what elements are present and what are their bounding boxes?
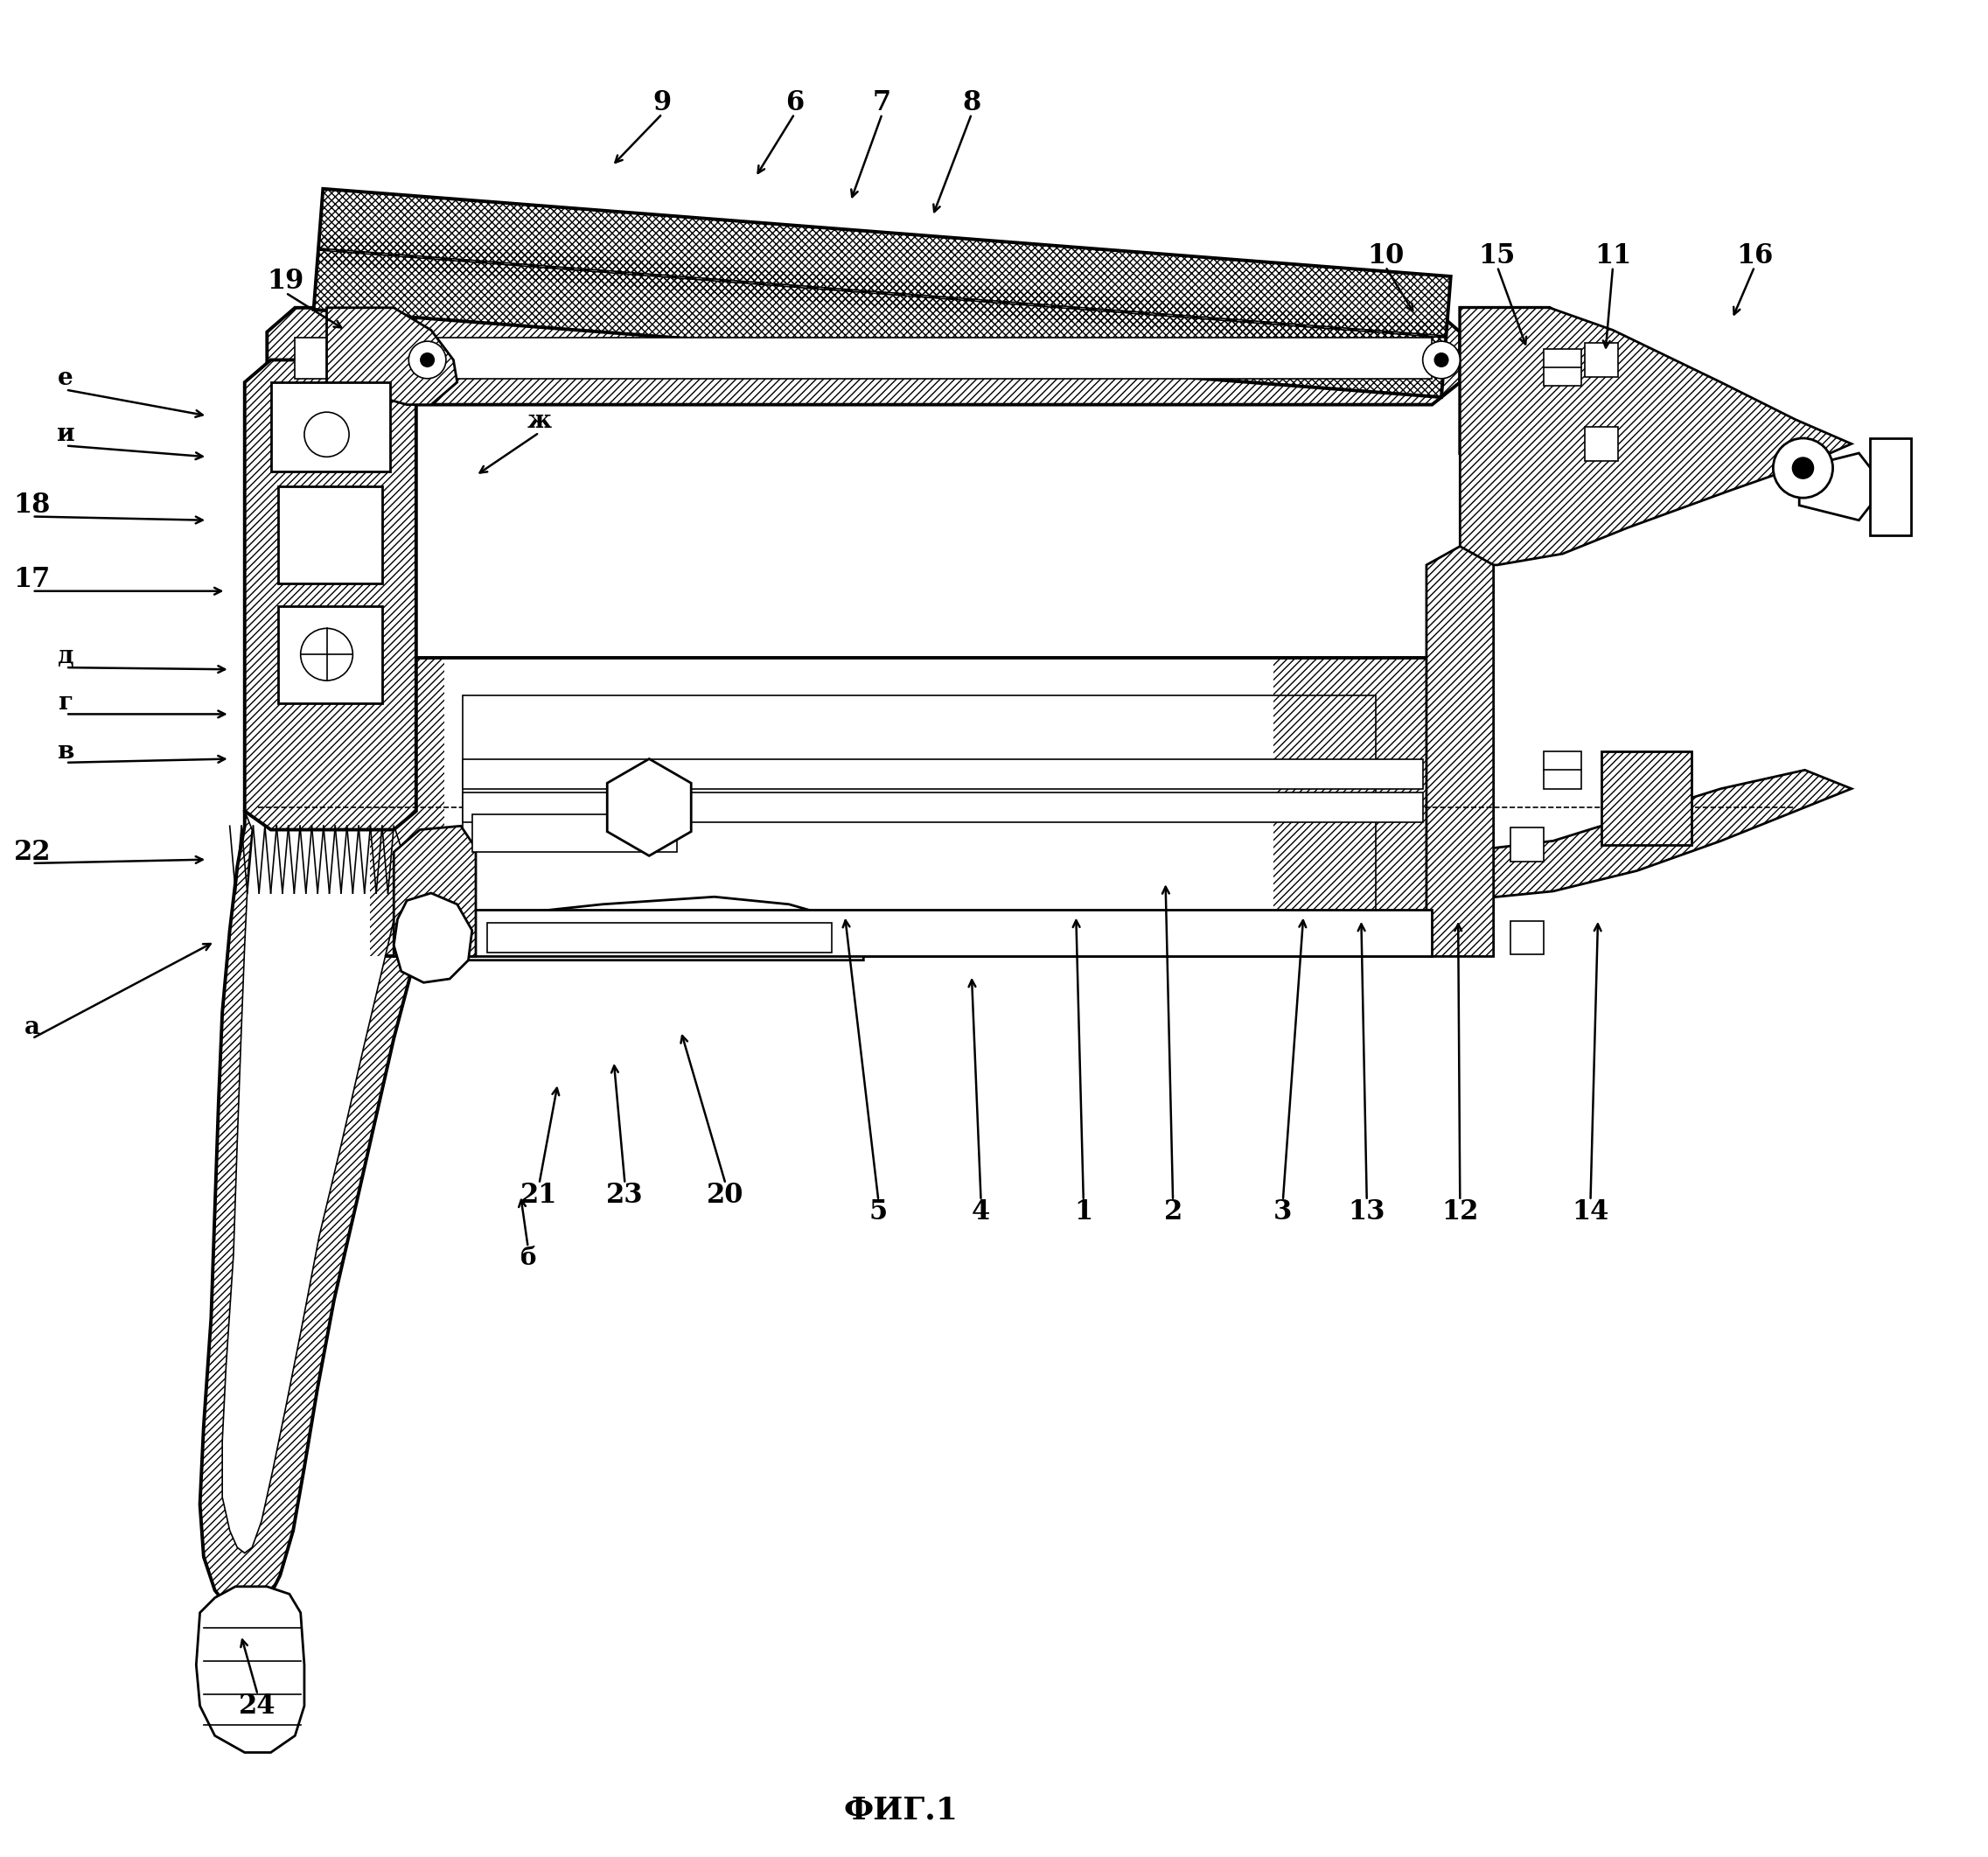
Bar [1274, 657, 1431, 956]
Text: 10: 10 [1368, 241, 1404, 269]
Circle shape [304, 412, 350, 457]
Polygon shape [197, 1586, 304, 1753]
Bar [1602, 752, 1692, 845]
Text: ж: ж [527, 410, 551, 433]
Text: 19: 19 [266, 267, 304, 295]
Text: 11: 11 [1594, 241, 1632, 269]
Polygon shape [314, 189, 1451, 397]
Text: 12: 12 [1441, 1198, 1479, 1226]
Polygon shape [245, 360, 415, 830]
Polygon shape [1459, 308, 1612, 453]
Text: 18: 18 [14, 492, 52, 518]
Text: 2: 2 [1163, 1198, 1183, 1226]
Circle shape [1773, 438, 1833, 498]
Bar [270, 383, 390, 472]
Circle shape [410, 342, 445, 379]
Text: 8: 8 [962, 89, 980, 117]
Polygon shape [1427, 546, 1493, 956]
Text: е: е [58, 366, 74, 390]
Polygon shape [326, 308, 457, 405]
Bar [370, 657, 443, 956]
Text: 15: 15 [1479, 241, 1515, 269]
Text: ФИГ.1: ФИГ.1 [843, 1796, 958, 1825]
Bar [278, 487, 382, 583]
Text: 17: 17 [14, 566, 50, 594]
Polygon shape [1459, 771, 1851, 956]
Text: 13: 13 [1348, 1198, 1386, 1226]
Bar [463, 793, 1423, 823]
Bar [1511, 828, 1545, 862]
Text: 3: 3 [1274, 1198, 1292, 1226]
Bar [1511, 921, 1545, 954]
Bar [1602, 752, 1692, 845]
Bar [278, 605, 382, 704]
Polygon shape [201, 774, 431, 1614]
Polygon shape [1799, 453, 1885, 520]
Bar [1274, 657, 1431, 956]
Bar [1545, 752, 1580, 789]
Bar [1584, 344, 1618, 377]
Text: 22: 22 [14, 839, 52, 865]
Text: 24: 24 [239, 1692, 276, 1720]
Bar [463, 910, 1431, 956]
Bar [487, 923, 831, 953]
Bar [471, 815, 678, 852]
Circle shape [419, 353, 435, 368]
Text: 9: 9 [652, 89, 672, 117]
Text: 21: 21 [521, 1181, 559, 1209]
Bar [1871, 438, 1910, 535]
Text: д: д [58, 644, 74, 669]
Bar [1584, 427, 1618, 461]
Text: 14: 14 [1573, 1198, 1608, 1226]
Text: а: а [24, 1016, 40, 1040]
Bar [1545, 349, 1580, 386]
Polygon shape [606, 760, 692, 856]
Bar [370, 657, 443, 956]
Bar [463, 760, 1423, 789]
Circle shape [300, 628, 352, 680]
Circle shape [1433, 353, 1449, 368]
Polygon shape [1459, 308, 1851, 565]
Polygon shape [266, 308, 1459, 405]
Circle shape [1423, 342, 1459, 379]
Polygon shape [394, 826, 475, 956]
Text: 6: 6 [785, 89, 803, 117]
Polygon shape [394, 893, 471, 982]
Text: 4: 4 [972, 1198, 990, 1226]
Bar [1602, 752, 1692, 845]
Text: 1: 1 [1074, 1198, 1093, 1226]
Text: 23: 23 [606, 1181, 644, 1209]
Circle shape [1791, 457, 1815, 479]
Bar [370, 657, 1431, 956]
Text: б: б [521, 1246, 537, 1270]
Polygon shape [318, 249, 1445, 338]
Text: 20: 20 [708, 1181, 744, 1209]
Text: и: и [58, 423, 76, 446]
Bar [463, 696, 1376, 919]
Polygon shape [463, 897, 863, 960]
Text: 5: 5 [869, 1198, 889, 1226]
Polygon shape [223, 786, 402, 1552]
Text: г: г [58, 691, 74, 715]
Text: 7: 7 [873, 89, 891, 117]
Text: 16: 16 [1736, 241, 1773, 269]
Bar [294, 338, 1431, 379]
Text: в: в [58, 739, 74, 763]
